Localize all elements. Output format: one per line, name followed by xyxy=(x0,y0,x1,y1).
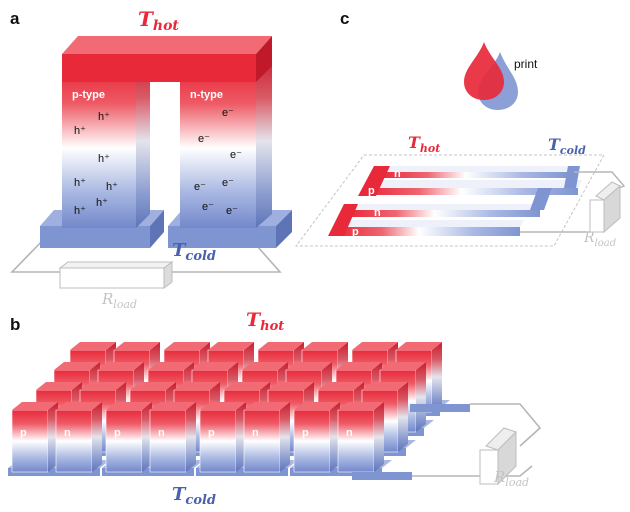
hole-carrier: h⁺ xyxy=(98,153,110,165)
panel-c-letter: c xyxy=(340,9,349,28)
panel-c-t-cold-label: Tcold xyxy=(548,135,586,157)
panel-a-n-type-leg xyxy=(180,54,272,228)
panel-c-hot-connector xyxy=(328,204,358,236)
panel-a-t-cold-label: Tcold xyxy=(172,240,216,264)
panel-b-t-hot-label: Thot xyxy=(246,309,284,334)
n-leg-label: n xyxy=(346,427,353,439)
printed-strip xyxy=(336,220,524,236)
printed-strip xyxy=(348,204,544,217)
panel-c-cold-connector xyxy=(530,188,552,210)
panel-c-load-resistor xyxy=(589,181,621,234)
panel-a-p-type-label: p-type xyxy=(72,89,105,101)
hole-carrier: h⁺ xyxy=(98,111,110,123)
panel-b-letter: b xyxy=(10,315,20,334)
hole-carrier: h⁺ xyxy=(96,197,108,209)
panel-c-substrate-outline xyxy=(295,154,605,247)
n-leg-label: n xyxy=(158,427,165,439)
n-leg-label: n xyxy=(64,427,71,439)
panel-c-t-hot-label: Thot xyxy=(408,133,440,155)
electron-carrier: e⁻ xyxy=(222,107,234,119)
panel-b-circuit-wire xyxy=(412,403,542,477)
p-leg-label: p xyxy=(20,427,27,439)
panel-b-load-resistor xyxy=(479,427,517,486)
electron-carrier: e⁻ xyxy=(226,205,238,217)
panel-c-print-label: print xyxy=(514,57,538,71)
panel-a-n-type-label: n-type xyxy=(190,89,223,101)
output-electrode xyxy=(410,404,470,412)
panel-a-letter: a xyxy=(10,9,20,28)
hole-carrier: h⁺ xyxy=(74,177,86,189)
p-leg-label: p xyxy=(208,427,215,439)
panel-c-strip-label: p xyxy=(368,185,375,197)
panel-a-r-load-label: Rload xyxy=(101,290,137,311)
panel-c-hot-connector xyxy=(358,166,390,196)
electron-carrier: e⁻ xyxy=(222,177,234,189)
panel-b-t-cold-label: Tcold xyxy=(172,484,216,508)
hole-carrier: h⁺ xyxy=(106,181,118,193)
p-leg-label: p xyxy=(302,427,309,439)
panel-c-strip-label: n xyxy=(374,207,381,219)
panel-c-r-load-label: Rload xyxy=(583,230,616,249)
panel-c-strip-label: n xyxy=(394,168,401,180)
panel-a-p-type-leg xyxy=(62,54,150,228)
panel-a: a Thot Rload xyxy=(10,7,292,311)
electron-carrier: e⁻ xyxy=(194,181,206,193)
hole-carrier: h⁺ xyxy=(74,205,86,217)
electron-carrier: e⁻ xyxy=(230,149,242,161)
printed-strip xyxy=(380,166,574,178)
panel-b-r-load-label: Rload xyxy=(493,468,529,489)
p-leg-label: p xyxy=(114,427,121,439)
panel-c-strip-label: p xyxy=(352,226,359,238)
n-leg-label: n xyxy=(252,427,259,439)
panel-a-t-hot-label: Thot xyxy=(138,7,179,34)
electron-carrier: e⁻ xyxy=(202,201,214,213)
panel-a-hot-electrode xyxy=(62,36,272,82)
panel-a-load-resistor xyxy=(58,261,174,289)
panel-c: c print Thot Tcold xyxy=(295,9,626,249)
electron-carrier: e⁻ xyxy=(198,133,210,145)
panel-a-holes: h⁺ h⁺ h⁺ h⁺ h⁺ h⁺ h⁺ xyxy=(74,111,118,217)
ink-drops-icon xyxy=(464,42,518,110)
printed-strip xyxy=(366,180,582,195)
panel-a-electrons: e⁻ e⁻ e⁻ e⁻ e⁻ e⁻ e⁻ xyxy=(194,107,242,217)
hole-carrier: h⁺ xyxy=(74,125,86,137)
output-electrode xyxy=(352,472,412,480)
